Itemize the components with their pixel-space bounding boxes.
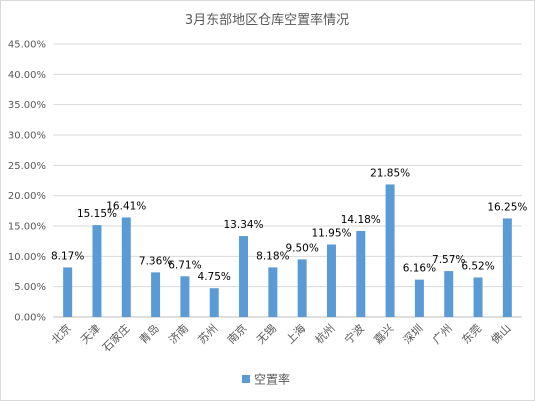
bar <box>268 267 278 317</box>
data-label: 15.15% <box>77 208 117 220</box>
x-tick-label: 上海 <box>283 321 308 346</box>
x-tick-label: 佛山 <box>489 322 514 347</box>
bar <box>239 236 249 317</box>
y-tick-label: 15.00% <box>8 222 46 233</box>
bar <box>385 184 395 317</box>
data-label: 4.75% <box>198 271 231 283</box>
x-tick-label: 宁波 <box>341 321 366 346</box>
bar <box>473 277 483 317</box>
x-tick-label: 无锡 <box>254 321 279 346</box>
bar <box>121 217 131 317</box>
y-tick-label: 30.00% <box>8 131 46 142</box>
bar <box>502 218 512 317</box>
bar <box>297 259 307 317</box>
x-tick-label: 深圳 <box>401 322 426 347</box>
data-label: 6.71% <box>168 259 201 271</box>
bar <box>444 271 454 317</box>
data-labels: 8.17% 15.15%16.41% 7.36%6.71%4.75% 13.34% 8.… <box>51 167 527 283</box>
data-label: 8.17% <box>51 250 84 262</box>
data-label: 8.18% <box>256 250 289 262</box>
x-tick-label: 嘉兴 <box>371 321 396 346</box>
bar <box>63 267 73 317</box>
x-tick-label: 杭州 <box>312 321 337 346</box>
y-tick-label: 20.00% <box>8 191 46 202</box>
data-label: 6.16% <box>403 263 436 275</box>
data-label: 6.52% <box>461 260 494 272</box>
y-tick-label: 0.00% <box>14 313 46 324</box>
x-tick-label: 北京 <box>48 321 73 346</box>
x-tick-label: 济南 <box>166 321 191 346</box>
chart-title: 3月东部地区仓库空置率情况 <box>185 12 349 28</box>
bar <box>180 276 190 317</box>
x-tick-label: 石家庄 <box>99 321 132 354</box>
bar <box>414 279 424 317</box>
data-label: 21.85% <box>370 167 410 179</box>
legend-label: 空置率 <box>254 372 290 387</box>
data-label: 13.34% <box>224 219 264 231</box>
x-tick-label: 青岛 <box>136 321 161 346</box>
bar <box>326 244 336 317</box>
bar <box>151 272 161 317</box>
data-label: 16.41% <box>106 200 146 212</box>
bar <box>92 225 102 317</box>
x-tick-label: 广州 <box>430 322 455 347</box>
y-tick-label: 10.00% <box>8 252 46 263</box>
data-label: 7.57% <box>432 254 465 266</box>
x-tick-label: 苏州 <box>196 322 221 347</box>
x-tick-label: 南京 <box>224 321 249 346</box>
y-tick-label: 40.00% <box>8 70 46 81</box>
y-tick-label: 5.00% <box>14 282 46 293</box>
y-tick-label: 35.00% <box>8 100 46 111</box>
x-tick-label: 天津 <box>78 322 103 347</box>
y-axis-ticks: 0.00% 5.00% 10.00% 15.00% 20.00% 25.00% 30.00%… <box>8 40 46 324</box>
y-tick-label: 25.00% <box>8 161 46 172</box>
y-tick-label: 45.00% <box>8 40 46 51</box>
data-label: 14.18% <box>341 214 381 226</box>
bar <box>209 288 219 317</box>
data-label: 16.25% <box>487 201 527 213</box>
legend-swatch <box>242 375 250 383</box>
bars <box>63 184 512 317</box>
x-tick-label: 东莞 <box>459 322 484 347</box>
gridlines <box>53 43 522 318</box>
data-label: 9.50% <box>285 242 318 254</box>
bar <box>356 230 366 317</box>
legend: 空置率 <box>242 372 290 387</box>
data-label: 11.95% <box>311 228 351 240</box>
data-label: 7.36% <box>139 255 172 267</box>
